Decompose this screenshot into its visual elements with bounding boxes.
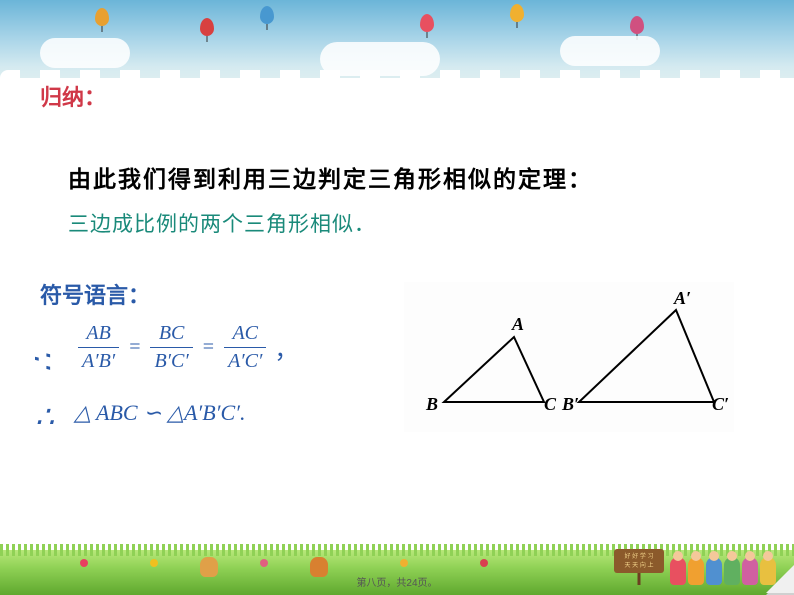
triangle-abc-prime: A′B′C′ — [184, 400, 240, 425]
frac1-numerator: AB — [82, 322, 114, 347]
flower-icon — [150, 559, 158, 567]
frac2-numerator: BC — [155, 322, 189, 347]
flower-icon — [400, 559, 408, 567]
triangle-glyph-1: △ — [74, 400, 96, 425]
fraction-2: BC B′C′ — [150, 322, 192, 373]
animal-icon — [310, 557, 328, 577]
conclusion-period: . — [240, 400, 246, 425]
giraffe-icon — [200, 557, 218, 577]
page-number: 第八页，共24页。 — [356, 574, 437, 589]
fraction-1: AB A′B′ — [78, 322, 119, 373]
triangle-glyph-2: △ — [167, 400, 184, 425]
cloud-icon — [40, 38, 130, 68]
label-c: C — [544, 394, 557, 414]
ratio-equation: AB A′B′ = BC B′C′ = AC A′C′ ， — [74, 322, 298, 373]
equals-1: = — [129, 336, 140, 359]
kid-icon — [706, 557, 722, 585]
kid-icon — [724, 557, 740, 585]
kid-icon — [670, 557, 686, 585]
kid-icon — [742, 557, 758, 585]
triangle-figure: A B C A′ B′ C′ — [404, 282, 734, 432]
theorem-intro: 由此我们得到利用三边判定三角形相似的定理： — [68, 160, 754, 194]
similar-symbol: ∽ — [138, 400, 167, 425]
trailing-comma: ， — [274, 330, 298, 365]
page-curl-icon — [766, 567, 794, 595]
kid-icon — [688, 557, 704, 585]
balloon-icon — [630, 16, 644, 34]
balloon-icon — [510, 4, 524, 22]
because-symbol: ∵ — [24, 348, 59, 367]
balloon-icon — [95, 8, 109, 26]
wooden-sign: 好 好 学 习天 天 向 上 — [614, 549, 664, 573]
label-c-prime: C′ — [712, 394, 729, 414]
triangle-large — [579, 310, 714, 402]
theorem-statement: 三边成比例的两个三角形相似． — [68, 208, 754, 238]
label-a-prime: A′ — [673, 288, 691, 308]
label-b-prime: B′ — [561, 394, 579, 414]
flower-icon — [80, 559, 88, 567]
frac1-denominator: A′B′ — [78, 347, 119, 373]
frac3-denominator: A′C′ — [224, 347, 266, 373]
frac3-numerator: AC — [228, 322, 262, 347]
kids-illustration — [670, 557, 776, 585]
fraction-3: AC A′C′ — [224, 322, 266, 373]
label-b: B — [425, 394, 438, 414]
triangle-abc: ABC — [96, 400, 138, 425]
balloon-icon — [200, 18, 214, 36]
triangle-small — [444, 337, 544, 402]
label-a: A — [511, 314, 524, 334]
balloon-icon — [260, 6, 274, 24]
equals-2: = — [203, 336, 214, 359]
flower-icon — [480, 559, 488, 567]
cloud-icon — [560, 36, 660, 66]
flower-icon — [260, 559, 268, 567]
frac2-denominator: B′C′ — [150, 347, 192, 373]
therefore-symbol: ∴ — [35, 400, 54, 435]
balloon-icon — [420, 14, 434, 32]
similarity-conclusion: △ ABC ∽ △A′B′C′. — [74, 400, 245, 426]
section-heading: 归纳： — [40, 80, 754, 112]
